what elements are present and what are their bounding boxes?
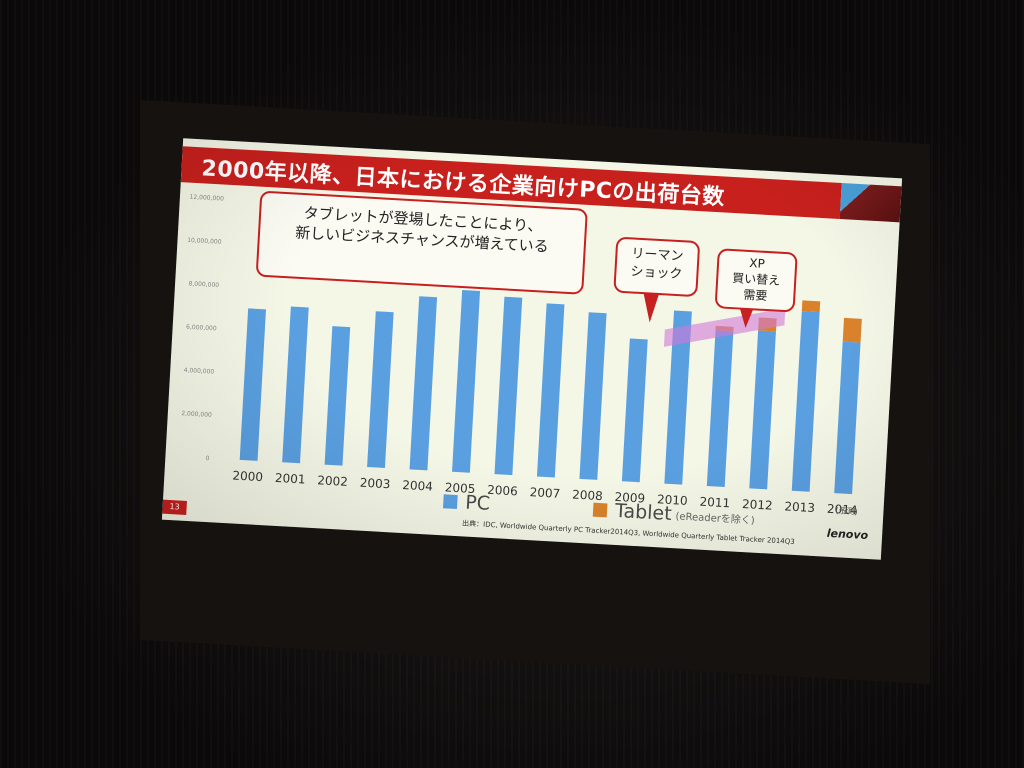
legend-pc-swatch bbox=[442, 494, 458, 510]
x-tick-label: 2001 bbox=[275, 471, 306, 487]
y-tick-label: 8,000,000 bbox=[188, 280, 219, 289]
x-tick-label: 2007 bbox=[529, 485, 560, 501]
y-tick-label: 10,000,000 bbox=[187, 237, 222, 246]
pc-bar bbox=[834, 341, 861, 495]
callout-xp-line-3: 需要 bbox=[742, 288, 768, 304]
x-tick-label: 2013 bbox=[784, 499, 815, 515]
x-tick-label: 2011 bbox=[699, 495, 730, 511]
lenovo-logo: lenovo bbox=[826, 526, 869, 543]
x-tick-label: 2004 bbox=[402, 478, 433, 494]
callout-lehman-pointer bbox=[641, 292, 660, 323]
x-tick-label: 2012 bbox=[742, 497, 773, 513]
pc-bar bbox=[409, 296, 438, 471]
pc-bar bbox=[706, 330, 734, 487]
callout-lehman: リーマン ショック bbox=[613, 236, 701, 298]
legend-tablet-note: (eReaderを除く) bbox=[675, 510, 756, 527]
x-tick-label: 2005 bbox=[444, 480, 475, 496]
pc-bar bbox=[664, 310, 692, 485]
x-tick-label: 2000 bbox=[232, 468, 263, 484]
callout-xp: XP 買い替え 需要 bbox=[714, 248, 798, 313]
pc-bar bbox=[324, 326, 351, 466]
y-tick-label: 12,000,000 bbox=[189, 194, 224, 203]
pc-bar bbox=[749, 330, 776, 490]
pc-bar bbox=[791, 311, 820, 492]
y-tick-label: 6,000,000 bbox=[186, 324, 217, 333]
legend-pc-label: PC bbox=[464, 491, 491, 515]
legend-tablet-swatch bbox=[592, 502, 608, 518]
x-tick-label: 2009 bbox=[614, 490, 645, 506]
tablet-bar bbox=[842, 317, 862, 343]
pc-bar bbox=[282, 306, 309, 464]
tablet-bar bbox=[801, 300, 821, 313]
estimate-label: (予測) bbox=[835, 506, 858, 517]
pc-bar bbox=[239, 308, 266, 461]
y-tick-label: 2,000,000 bbox=[181, 410, 212, 419]
pc-bar bbox=[452, 290, 481, 473]
x-tick-label: 2006 bbox=[487, 483, 518, 499]
legend-tablet-label: Tablet bbox=[614, 499, 673, 526]
x-tick-label: 2008 bbox=[572, 487, 603, 503]
pc-bar bbox=[494, 296, 523, 476]
xp-highlight-band bbox=[663, 308, 786, 347]
callout-xp-pointer bbox=[738, 307, 754, 329]
legend-pc: PC bbox=[442, 490, 491, 515]
pc-bar bbox=[621, 338, 648, 483]
x-tick-label: 2003 bbox=[359, 476, 390, 492]
x-tick-label: 2010 bbox=[657, 492, 688, 508]
slide-container: 2000年以降、日本における企業向けPCの出荷台数 0 2,000,000 4,00… bbox=[161, 138, 903, 560]
pc-bar bbox=[367, 311, 394, 468]
pc-bar bbox=[579, 312, 607, 480]
x-tick-label: 2002 bbox=[317, 473, 348, 489]
page-number-badge: 13 bbox=[162, 499, 187, 515]
x-tick-label: 2014 bbox=[827, 502, 858, 518]
y-tick-label: 4,000,000 bbox=[184, 367, 215, 376]
bar-chart: 0 2,000,000 4,000,000 6,000,000 8,000,000 10,… bbox=[181, 194, 862, 518]
slide: 2000年以降、日本における企業向けPCの出荷台数 0 2,000,000 4,00… bbox=[161, 138, 903, 560]
pc-bar bbox=[536, 303, 565, 478]
y-tick-label: 0 bbox=[205, 455, 209, 462]
callout-tablet: タブレットが登場したことにより、 新しいビジネスチャンスが増えている bbox=[255, 190, 588, 295]
callout-lehman-line-2: ショック bbox=[630, 263, 683, 282]
